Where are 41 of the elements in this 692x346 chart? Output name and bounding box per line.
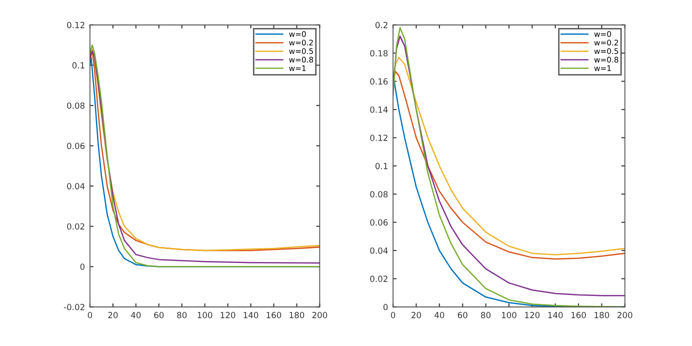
y-tick-label: 0.16 (370, 78, 388, 85)
y-tick-label: 0.04 (67, 183, 85, 190)
x-tick-label: 20 (412, 312, 421, 318)
y-tick-label: 0 (383, 304, 388, 310)
x-tick-label: 60 (458, 312, 468, 318)
x-tick-label: 140 (548, 312, 563, 318)
x-tick-label: 120 (220, 312, 236, 318)
x-tick-label: 100 (198, 312, 212, 318)
x-tick-label: 40 (131, 312, 141, 318)
x-tick-label: 180 (594, 312, 610, 318)
y-tick-label: 0.1 (375, 162, 388, 170)
x-tick-label: 100 (502, 312, 516, 318)
x-tick-label: 140 (244, 312, 258, 318)
y-tick-label: 0.14 (370, 106, 388, 113)
y-tick-label: 0.12 (67, 22, 84, 28)
x-tick-label: 160 (266, 312, 282, 318)
x-tick-label: 80 (481, 312, 491, 318)
y-tick-label: 0.06 (370, 219, 388, 226)
y-tick-label: 0.08 (67, 102, 85, 109)
x-tick-label: 160 (571, 312, 586, 318)
x-tick-label: 60 (154, 312, 164, 318)
x-tick-label: 80 (177, 312, 187, 318)
y-tick-label: 0.08 (370, 191, 388, 198)
y-tick-label: -0.02 (64, 304, 84, 310)
y-tick-label: 0.02 (67, 223, 84, 230)
y-tick-label: 0.06 (67, 142, 85, 150)
x-tick-label: 200 (312, 312, 328, 318)
x-tick-label: 180 (290, 312, 304, 318)
y-tick-label: 0.04 (370, 247, 388, 254)
y-tick-label: 0.02 (370, 276, 388, 282)
x-tick-label: 120 (525, 312, 540, 318)
y-tick-label: 0.18 (370, 50, 388, 56)
x-tick-label: 0 (88, 312, 92, 318)
y-tick-label: 0.2 (375, 22, 388, 28)
x-tick-label: 40 (434, 312, 444, 318)
y-tick-label: 0.1 (72, 62, 84, 68)
x-tick-label: 20 (108, 312, 118, 318)
y-tick-label: 0 (80, 264, 85, 270)
x-tick-label: 0 (390, 312, 396, 318)
x-tick-label: 200 (618, 312, 632, 318)
y-tick-label: 0.12 (370, 134, 388, 141)
